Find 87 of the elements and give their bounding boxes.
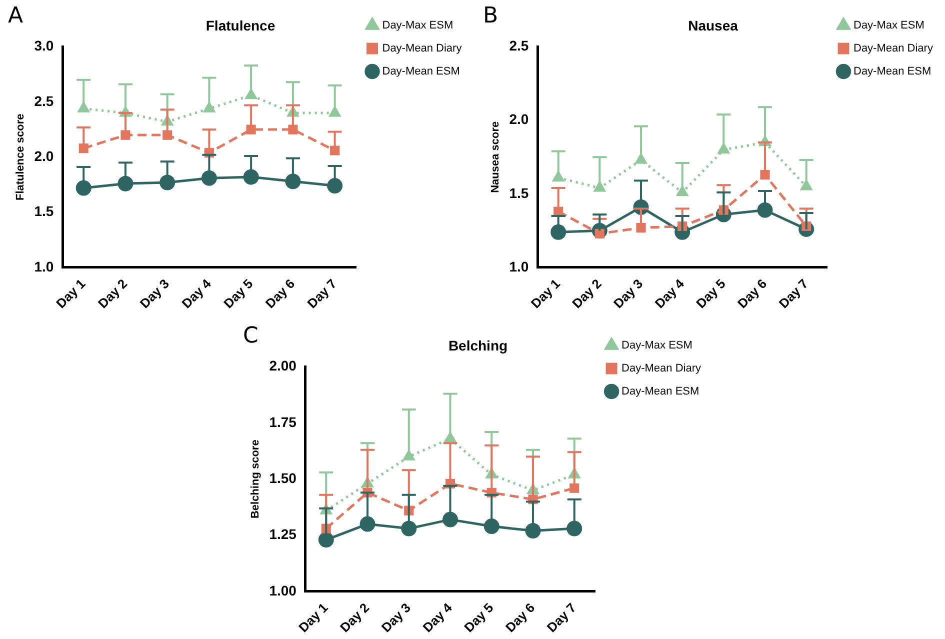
point <box>552 171 564 182</box>
legend-label: Day-Max ESM <box>382 20 454 32</box>
point <box>401 520 417 536</box>
x-tick-label: Day 2 <box>569 276 604 312</box>
y-tick-label: 2.00 <box>269 358 297 374</box>
chart-title: Flatulence <box>206 17 276 34</box>
x-tick-label: Day 2 <box>94 276 130 312</box>
x-tick-label: Day 5 <box>461 600 496 636</box>
legend-label: Day-Mean Diary <box>382 42 462 55</box>
point <box>594 182 606 192</box>
x-tick-label: Day 4 <box>652 275 688 312</box>
x-tick-label: Day 3 <box>610 276 646 312</box>
legend-label: Day-Mean ESM <box>382 66 460 78</box>
x-tick-label: Day 7 <box>304 276 340 312</box>
point <box>288 124 298 134</box>
x-tick-label: Day 5 <box>693 276 728 312</box>
point <box>403 450 414 460</box>
point <box>118 176 134 192</box>
point <box>201 170 217 186</box>
x-tick-label: Day 5 <box>220 276 256 312</box>
point <box>162 130 172 140</box>
y-axis-title: Belching score <box>250 440 262 519</box>
point <box>243 169 259 185</box>
point <box>635 154 647 164</box>
point <box>204 102 215 112</box>
chart-title: Belching <box>448 337 508 354</box>
x-tick-label: Day 1 <box>53 276 88 312</box>
point <box>636 222 646 233</box>
x-tick-label: Day 4 <box>420 599 456 636</box>
x-tick-label: Day 3 <box>136 276 172 312</box>
x-tick-label: Day 3 <box>378 600 414 636</box>
y-tick-label: 1.75 <box>269 414 297 430</box>
point <box>525 523 541 539</box>
point <box>78 144 88 154</box>
x-tick-label: Day 7 <box>776 276 811 312</box>
y-tick-label: 3.0 <box>34 38 54 54</box>
point <box>570 483 580 493</box>
point <box>78 102 90 112</box>
y-tick-label: 1.5 <box>509 184 529 201</box>
y-axis-title: Flatulence score <box>14 114 27 201</box>
x-tick-label: Day 7 <box>544 600 579 636</box>
point <box>800 180 812 190</box>
point <box>718 144 730 154</box>
legend-label: Day-Mean ESM <box>854 66 932 78</box>
x-tick-label: Day 1 <box>528 276 563 312</box>
point <box>76 180 92 196</box>
point <box>120 130 130 140</box>
x-tick-label: Day 6 <box>734 276 770 312</box>
point <box>327 178 343 194</box>
x-tick-label: Day 1 <box>296 600 331 636</box>
y-tick-label: 1.0 <box>34 258 54 274</box>
point <box>757 202 773 218</box>
y-tick-label: 2.0 <box>34 148 54 164</box>
legend-label: Day-Max ESM <box>622 340 692 352</box>
x-tick-label: Day 2 <box>337 600 372 636</box>
text: C <box>243 324 258 349</box>
legend-label: Day-Mean Diary <box>854 42 934 55</box>
point <box>285 174 301 190</box>
y-tick-label: 1.00 <box>269 582 297 598</box>
point <box>245 89 257 100</box>
point <box>550 224 566 240</box>
point <box>330 146 340 156</box>
x-tick-label: Day 4 <box>178 275 214 312</box>
point <box>760 170 770 180</box>
legend-label: Day-Mean Diary <box>622 362 702 375</box>
y-tick-label: 1.25 <box>269 526 297 542</box>
y-tick-label: 2.5 <box>509 38 529 54</box>
y-tick-label: 1.0 <box>509 258 529 274</box>
y-tick-label: 2.0 <box>509 111 529 128</box>
point <box>160 174 176 190</box>
legend-label: Day-Max ESM <box>854 20 924 32</box>
x-tick-label: Day 6 <box>502 600 538 636</box>
point <box>484 518 500 534</box>
y-tick-label: 1.50 <box>269 470 297 486</box>
y-tick-label: 2.5 <box>34 92 54 109</box>
point <box>566 520 582 536</box>
point <box>246 124 256 134</box>
point <box>360 516 376 532</box>
chart-title: Nausea <box>688 17 738 34</box>
y-axis-title: Nausea score <box>490 121 502 193</box>
legend-label: Day-Mean ESM <box>622 386 700 398</box>
point <box>318 532 334 548</box>
y-tick-label: 1.5 <box>34 203 54 220</box>
text: A <box>8 4 24 29</box>
text: B <box>483 4 498 29</box>
x-tick-label: Day 6 <box>262 276 298 312</box>
point <box>442 512 458 528</box>
